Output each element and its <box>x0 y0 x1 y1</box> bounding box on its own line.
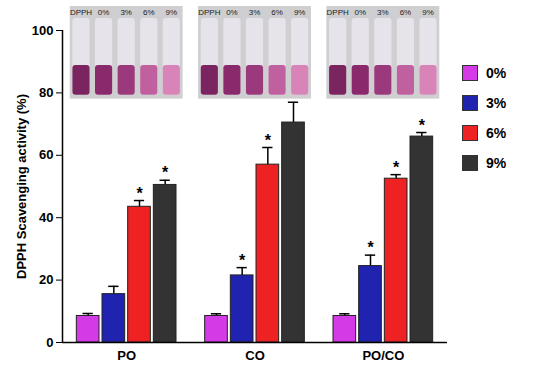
svg-text:3%: 3% <box>377 8 389 17</box>
svg-text:0: 0 <box>46 335 53 350</box>
svg-text:100: 100 <box>32 23 54 38</box>
svg-text:CO: CO <box>245 348 265 363</box>
html-text:6%: 6% <box>486 125 507 141</box>
svg-text:3%: 3% <box>249 8 261 17</box>
svg-text:DPPH: DPPH <box>198 8 220 17</box>
svg-text:*: * <box>419 117 426 134</box>
svg-text:9%: 9% <box>422 8 434 17</box>
svg-text:80: 80 <box>39 85 53 100</box>
svg-text:6%: 6% <box>400 8 412 17</box>
svg-text:20: 20 <box>39 272 53 287</box>
svg-text:6%: 6% <box>143 8 155 17</box>
svg-text:*: * <box>367 239 374 256</box>
svg-text:DPPH: DPPH <box>327 8 349 17</box>
svg-text:40: 40 <box>39 210 53 225</box>
svg-text:3%: 3% <box>120 8 132 17</box>
html-text:9%: 9% <box>486 155 507 171</box>
svg-text:0%: 0% <box>354 8 366 17</box>
html-text:3%: 3% <box>486 95 507 111</box>
svg-text:*: * <box>136 185 143 202</box>
svg-text:*: * <box>239 252 246 269</box>
svg-text:*: * <box>162 164 169 181</box>
svg-text:9%: 9% <box>166 8 178 17</box>
svg-text:DPPH Scavenging activity (%): DPPH Scavenging activity (%) <box>14 94 29 279</box>
html-text:0%: 0% <box>486 65 507 81</box>
svg-text:*: * <box>265 132 272 149</box>
svg-text:*: * <box>393 159 400 176</box>
svg-text:PO/CO: PO/CO <box>362 348 404 363</box>
svg-text:DPPH: DPPH <box>70 8 92 17</box>
svg-text:60: 60 <box>39 147 53 162</box>
svg-text:PO: PO <box>117 348 136 363</box>
svg-text:9%: 9% <box>294 8 306 17</box>
svg-text:6%: 6% <box>271 8 283 17</box>
svg-text:0%: 0% <box>98 8 110 17</box>
svg-text:0%: 0% <box>226 8 238 17</box>
